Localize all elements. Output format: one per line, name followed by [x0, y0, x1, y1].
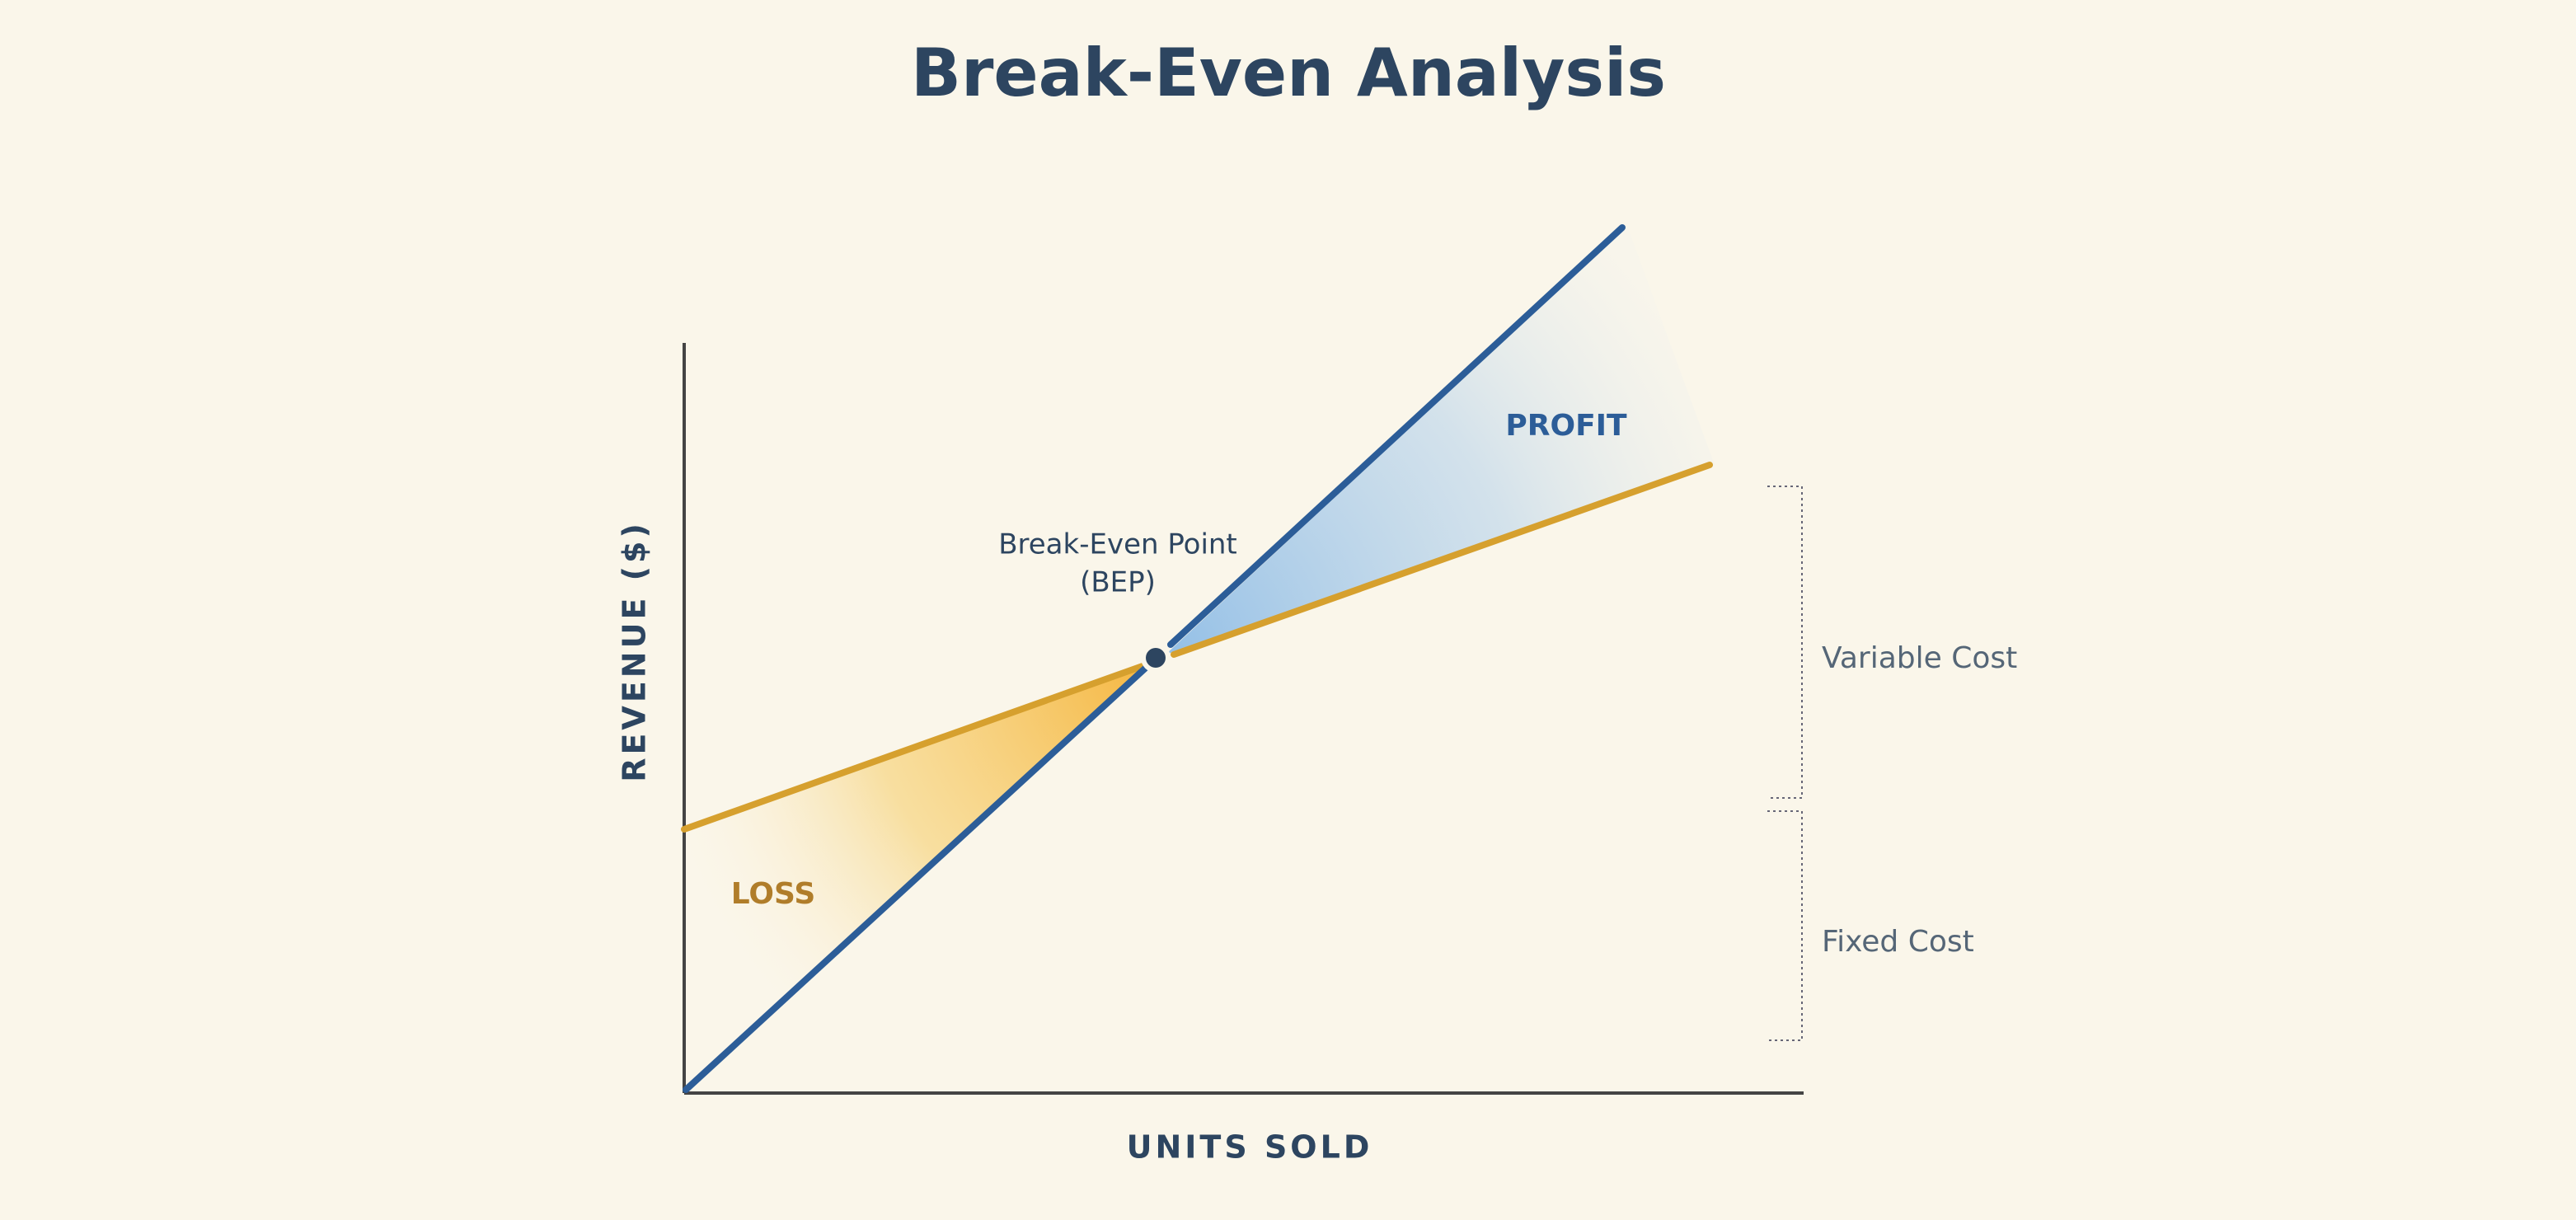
bep-point — [1146, 648, 1166, 668]
variable-cost-label: Variable Cost — [1822, 641, 2017, 675]
x-axis-label: UNITS SOLD — [1127, 1129, 1373, 1166]
revenue-line — [1167, 224, 1626, 648]
total-cost-line — [681, 663, 1146, 833]
fixed-cost-label: Fixed Cost — [1822, 925, 1974, 959]
loss-label: LOSS — [731, 877, 816, 911]
profit-label: PROFIT — [1505, 409, 1627, 443]
fixed-cost-bracket — [1767, 810, 1803, 1041]
bep-label: Break-Even Point — [998, 528, 1237, 561]
variable-cost-bracket — [1767, 486, 1803, 799]
revenue-line — [683, 664, 1149, 1093]
bep-label: (BEP) — [1080, 566, 1156, 599]
profit-area — [1166, 226, 1715, 655]
total-cost-line — [1171, 462, 1713, 658]
y-axis-label: REVENUE ($) — [617, 520, 653, 782]
title: Break-Even Analysis — [911, 35, 1666, 111]
